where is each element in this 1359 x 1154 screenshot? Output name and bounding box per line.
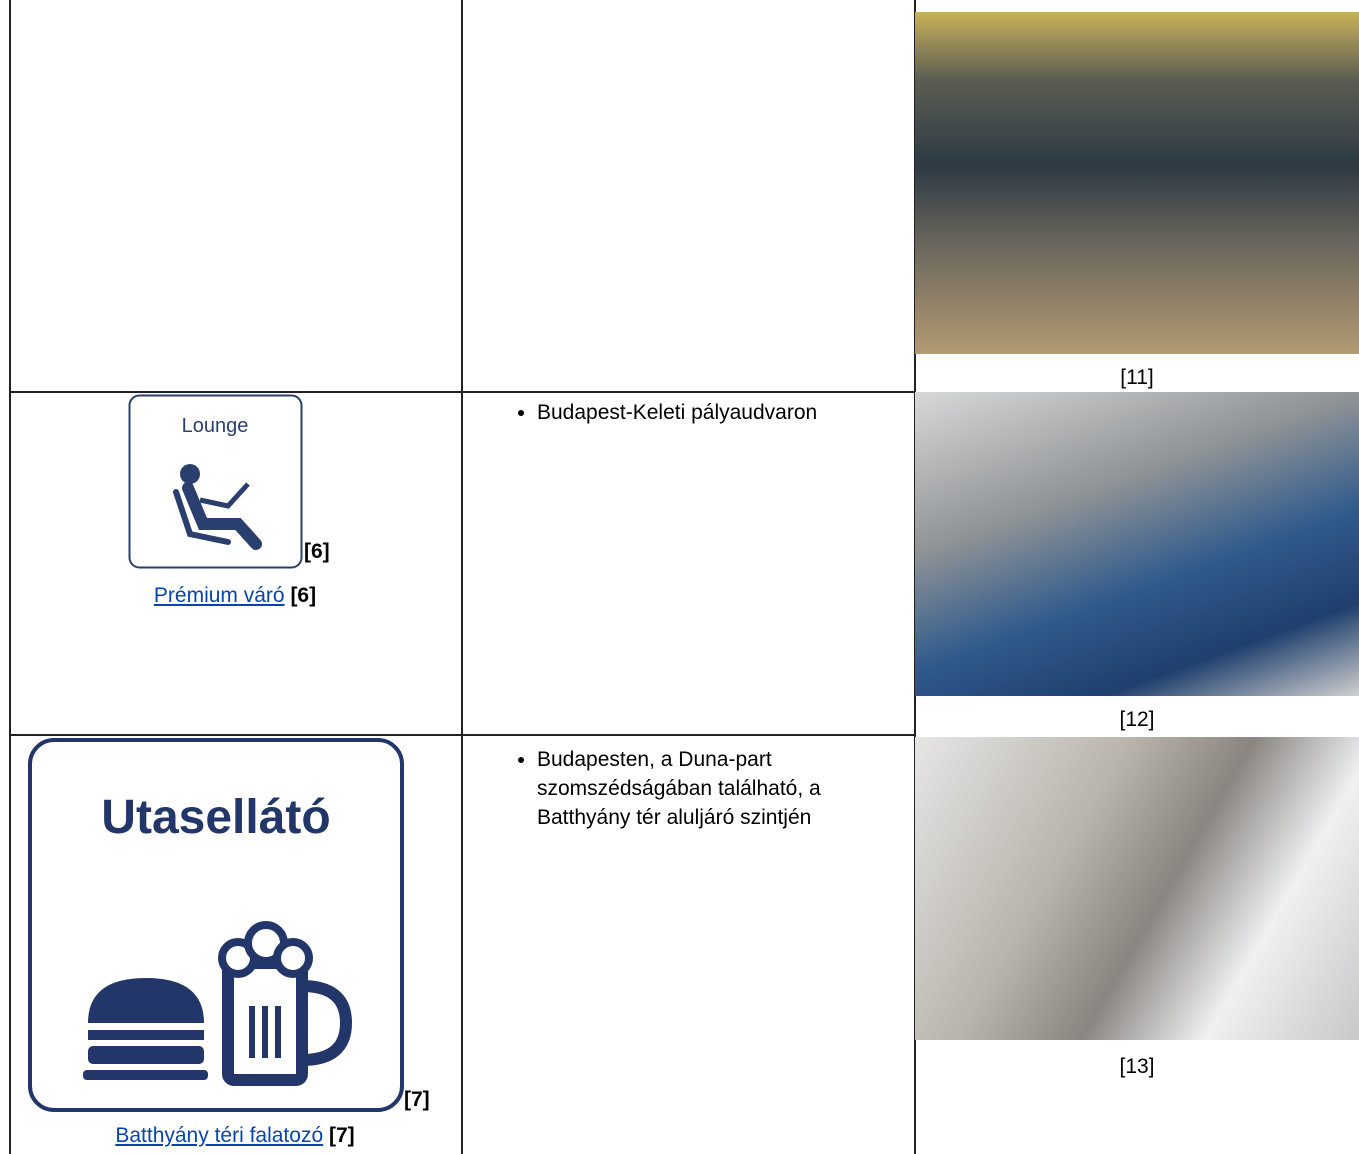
bullet: Budapest-Keleti pályaudvaron (537, 398, 917, 427)
label: Prémium váró [6] (60, 584, 410, 608)
reference: [6] (290, 584, 317, 607)
caption: [11] (1120, 366, 1154, 389)
bullet-list: Budapest-Keleti pályaudvaron (515, 398, 917, 427)
bullet-list: Budapesten, a Duna-part szomszédságában … (515, 745, 897, 832)
caption: [12] (1119, 708, 1155, 731)
photo (915, 737, 1359, 1040)
photo (915, 392, 1359, 696)
reference: [7] (404, 1088, 430, 1111)
link[interactable]: Prémium váró (153, 584, 285, 607)
icon-text: Utasellátó (101, 791, 330, 844)
link[interactable]: Batthyány téri falatozó (115, 1124, 324, 1147)
lounge-icon: Lounge (128, 394, 303, 569)
reference: [7] (328, 1124, 355, 1147)
label: Batthyány téri falatozó [7] (10, 1124, 460, 1148)
caption: [13] (1119, 1055, 1155, 1078)
photo (915, 12, 1359, 354)
table-border (10, 734, 915, 736)
reference: [6] (304, 540, 330, 563)
icon-text: Lounge (182, 415, 249, 437)
table-border (9, 0, 11, 1154)
table-border (10, 391, 915, 393)
bullet: Budapesten, a Duna-part szomszédságában … (537, 745, 897, 832)
buffet-icon: Utasellátó (28, 738, 404, 1112)
table-border (461, 0, 463, 1154)
